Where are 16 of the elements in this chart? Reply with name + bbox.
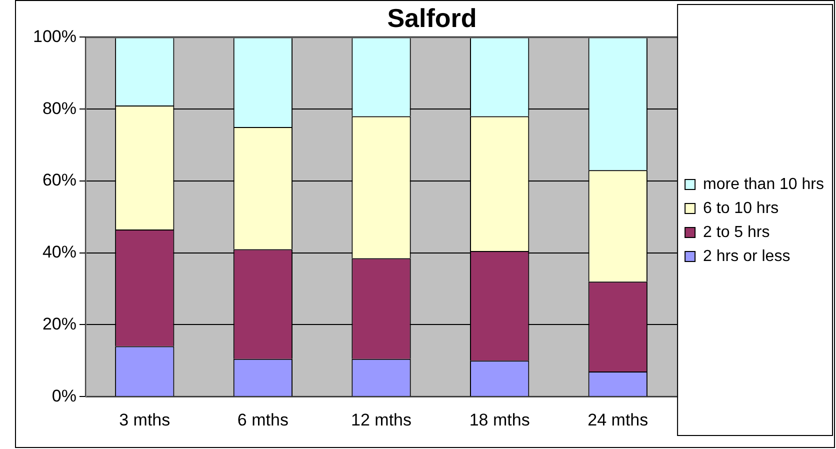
y-tick-label: 0% [52,386,76,406]
y-tick-label: 40% [42,242,76,262]
x-tick-label: 3 mths [119,410,170,430]
x-tick-label: 12 mths [351,410,412,430]
y-tick-label: 60% [42,170,76,190]
x-tick-label: 6 mths [237,410,288,430]
x-tick-label: 18 mths [469,410,530,430]
legend-label: 2 hrs or less [703,248,790,265]
legend-label: more than 10 hrs [703,176,824,193]
legend-label: 2 to 5 hrs [703,224,770,241]
y-tick-label: 100% [32,26,76,46]
y-tick-label: 20% [42,314,76,334]
chart-title: Salford [387,2,477,33]
x-tick-label: 24 mths [588,410,648,430]
y-tick-label: 80% [42,98,76,118]
legend-label: 6 to 10 hrs [703,200,779,217]
